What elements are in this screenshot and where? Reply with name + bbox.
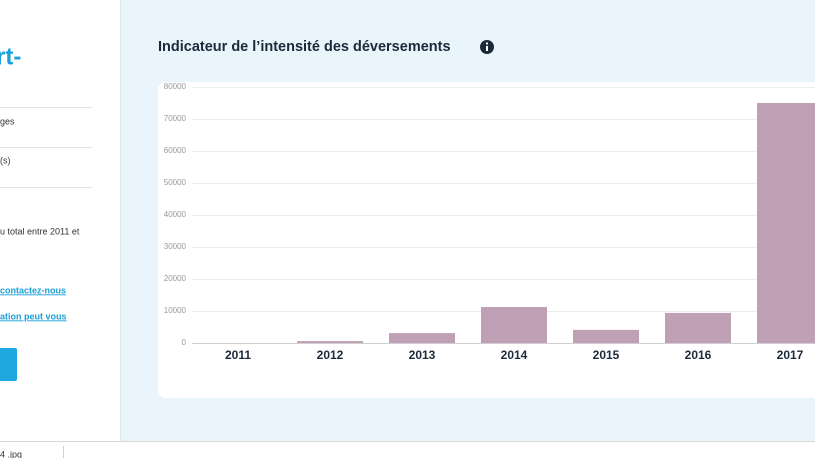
y-tick-label: 80000	[164, 82, 187, 91]
chart-card	[158, 82, 815, 398]
sidebar-item[interactable]: ges	[0, 116, 15, 126]
y-tick-label: 70000	[164, 114, 187, 123]
info-glyph	[486, 46, 488, 51]
download-bar	[0, 441, 815, 458]
bar	[389, 333, 455, 343]
sidebar-link[interactable]: contactez-nous	[0, 285, 66, 295]
x-tick-label: 2014	[501, 348, 528, 362]
bar	[757, 103, 815, 343]
sidebar-link[interactable]: ation peut vous	[0, 311, 67, 321]
info-glyph	[486, 42, 488, 45]
y-tick-label: 40000	[164, 210, 187, 219]
plot: 0 10000 20000 30000 40000 50000 60000 70000 8000…	[164, 82, 815, 362]
x-tick-label: 2016	[685, 348, 712, 362]
y-tick-label: 50000	[164, 178, 187, 187]
y-tick-label: 0	[182, 338, 187, 347]
bar	[297, 341, 363, 343]
sidebar-text: u total entre 2011 et	[0, 226, 80, 236]
y-tick-label: 10000	[164, 306, 187, 315]
sidebar-heading: rt-	[0, 43, 21, 70]
y-tick-label: 30000	[164, 242, 187, 251]
x-tick-label: 2015	[593, 348, 620, 362]
download-file[interactable]: 4 .jpg	[0, 449, 22, 458]
bar	[481, 307, 547, 343]
x-tick-label: 2013	[409, 348, 436, 362]
y-tick-label: 60000	[164, 146, 187, 155]
x-tick-label: 2012	[317, 348, 344, 362]
chart-title: Indicateur de l’intensité des déversemen…	[158, 39, 451, 55]
x-tick-label: 2017	[777, 348, 804, 362]
sidebar-item[interactable]: (s)	[0, 155, 11, 165]
info-icon[interactable]	[480, 40, 494, 54]
y-tick-label: 20000	[164, 274, 187, 283]
x-tick-label: 2011	[225, 348, 251, 362]
bar	[665, 312, 731, 343]
sidebar-button[interactable]	[0, 348, 17, 381]
bar	[573, 329, 639, 343]
